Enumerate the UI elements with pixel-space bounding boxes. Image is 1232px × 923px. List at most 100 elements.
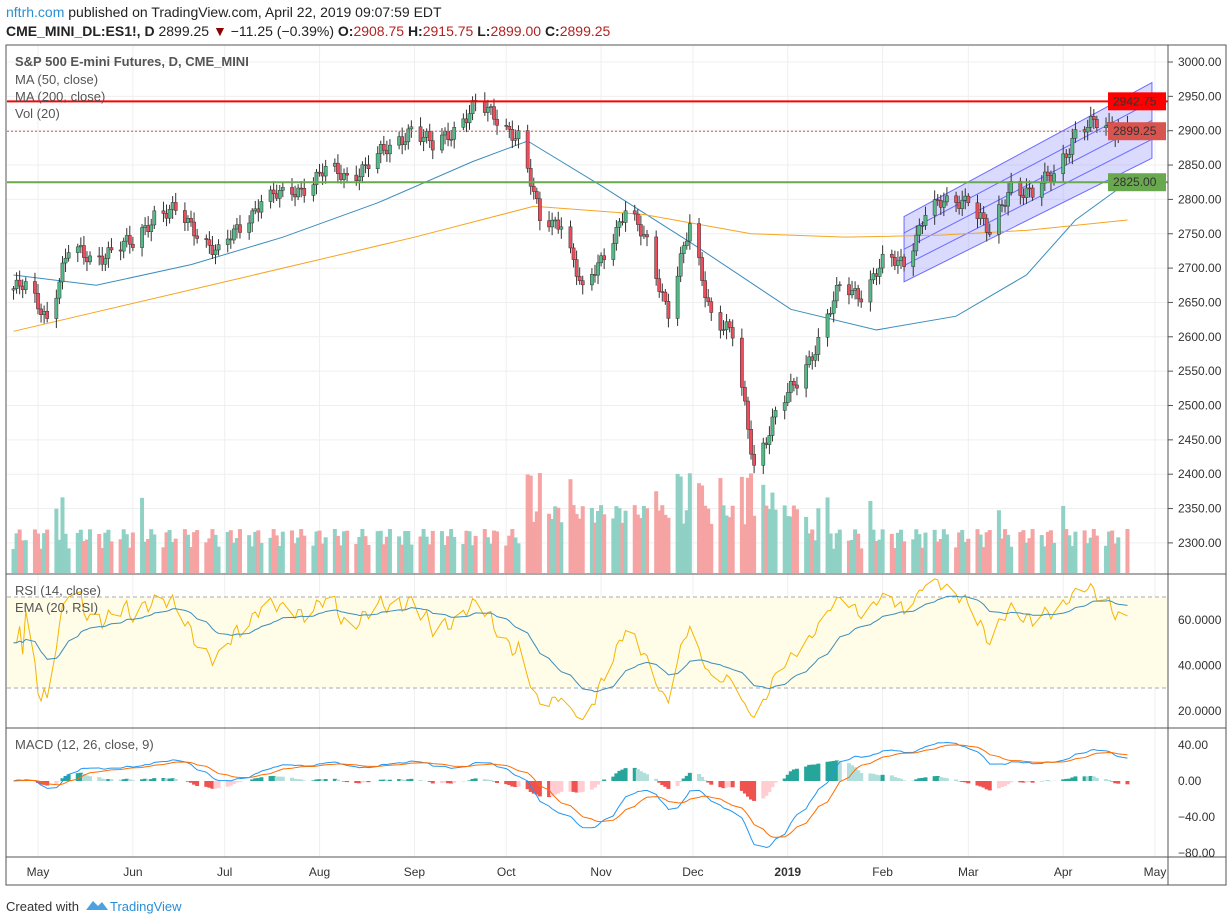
macd-histogram-bar — [739, 781, 744, 791]
candle-body — [816, 337, 821, 355]
candle-body — [935, 199, 940, 201]
candle-body — [54, 297, 59, 319]
macd-histogram-bar — [892, 776, 897, 781]
volume-bar — [491, 530, 496, 573]
candle-body — [550, 219, 554, 228]
macd-histogram-bar — [954, 779, 959, 781]
candle-body — [1052, 173, 1056, 182]
legend-rsi[interactable]: RSI (14, close) — [15, 583, 101, 598]
legend-rsi-ema[interactable]: EMA (20, RSI) — [15, 600, 98, 615]
macd-histogram-bar — [66, 774, 71, 781]
macd-histogram-bar — [84, 775, 89, 781]
candle-body — [504, 125, 509, 127]
volume-bar — [999, 538, 1004, 573]
tradingview-brand[interactable]: TradingView — [110, 899, 182, 914]
volume-bar — [785, 516, 790, 573]
volume-bar — [299, 529, 304, 573]
macd-histogram-bar — [745, 781, 750, 797]
macd-histogram-bar — [213, 781, 218, 789]
candle-body — [724, 321, 729, 330]
candle-body — [574, 259, 579, 277]
triangle-down-icon: ▼ — [213, 23, 227, 39]
macd-histogram-bar — [871, 773, 876, 781]
volume-bar — [911, 539, 916, 573]
candle-body — [957, 202, 961, 209]
volume-bar — [917, 534, 922, 573]
macd-histogram-bar — [1125, 781, 1130, 785]
volume-bar — [632, 505, 637, 573]
svg-text:nftrh.com published on Trading[interactable]: nftrh.com published on TradingView.com, … — [6, 4, 442, 20]
macd-histogram-bar — [596, 781, 601, 785]
volume-bar — [963, 541, 968, 573]
volume-bar — [580, 506, 585, 573]
candle-body — [678, 253, 683, 277]
macd-histogram-bar — [614, 773, 619, 781]
legend-ma50[interactable]: MA (50, close) — [15, 72, 98, 87]
candle-body — [299, 187, 304, 190]
candle-body — [902, 256, 906, 267]
legend-macd[interactable]: MACD (12, 26, close, 9) — [15, 737, 154, 752]
macd-histogram-bar — [400, 779, 405, 781]
volume-bar — [14, 533, 19, 573]
candle-body — [495, 118, 499, 126]
macd-histogram-bar — [966, 781, 971, 784]
macd-histogram-bar — [559, 781, 564, 792]
candle-body — [277, 190, 282, 199]
macd-tick-label: 40.00 — [1178, 738, 1208, 752]
macd-histogram-bar — [773, 781, 778, 783]
price-tick-label: 2550.00 — [1178, 364, 1222, 378]
volume-bar — [761, 484, 766, 573]
candle-body — [409, 126, 414, 130]
macd-histogram-bar — [60, 778, 65, 781]
volume-bar — [810, 529, 815, 573]
candle-body — [602, 255, 607, 260]
legend-ma200[interactable]: MA (200, close) — [15, 89, 105, 104]
candle-body — [470, 100, 475, 114]
macd-histogram-bar — [920, 777, 925, 781]
candle-body — [63, 257, 68, 264]
candle-body — [880, 253, 885, 269]
candle-body — [859, 298, 864, 303]
macd-histogram-bar — [1064, 778, 1069, 781]
macd-histogram-bar — [981, 781, 986, 788]
volume-bar — [452, 536, 457, 573]
macd-histogram-bar — [143, 778, 148, 781]
volume-bar — [461, 544, 466, 573]
candle-body — [75, 246, 80, 253]
volume-bar — [271, 529, 276, 573]
legend-vol[interactable]: Vol (20) — [15, 106, 60, 121]
candle-body — [339, 173, 343, 180]
publisher-link[interactable]: nftrh.com — [6, 4, 64, 20]
candle-body — [804, 364, 808, 389]
volume-bar — [568, 479, 573, 573]
volume-bar — [446, 536, 451, 573]
price-tick-label: 2600.00 — [1178, 330, 1222, 344]
volume-bar — [1027, 538, 1032, 573]
macd-histogram-bar — [853, 767, 858, 781]
horizontal-lines[interactable]: 2942.75 2825.00 2899.25 — [7, 92, 1168, 192]
candle-body — [39, 308, 43, 315]
candle-body — [170, 202, 175, 210]
volume-bar — [556, 507, 561, 573]
candle-body — [770, 416, 775, 436]
candle-body — [746, 400, 750, 430]
volume-bar — [531, 521, 536, 573]
volume-bar — [23, 540, 28, 573]
volume-bar — [739, 476, 744, 573]
candle-body — [378, 144, 383, 154]
volume-bar — [130, 532, 135, 573]
volume-bar — [338, 545, 343, 573]
volume-bar — [767, 509, 772, 573]
volume-bar — [510, 529, 515, 573]
axes[interactable]: 3000.00 2950.00 2900.00 2850.00 2800.00 2750.… — [27, 55, 1222, 879]
volume-bar — [118, 539, 123, 573]
volume-bar — [571, 505, 576, 573]
volume-bar — [66, 548, 71, 573]
volume-bar — [167, 529, 172, 573]
volume-bar — [791, 505, 796, 573]
volume-bar — [42, 533, 47, 573]
macd-histogram-bar — [580, 781, 585, 792]
volume-bar — [268, 537, 273, 573]
macd-histogram-bar — [810, 764, 815, 781]
